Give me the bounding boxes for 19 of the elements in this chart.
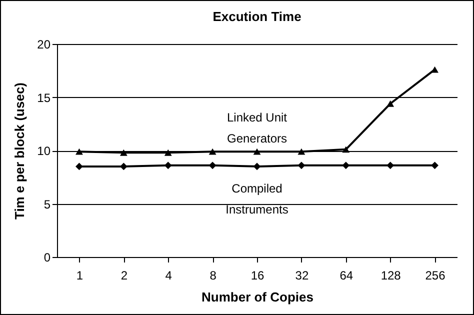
y-tick-label: 20 — [37, 38, 51, 52]
series-label: Compiled Instruments — [226, 181, 288, 216]
x-tick-label: 32 — [295, 268, 309, 282]
series-label: Linked Unit Generators — [226, 110, 288, 146]
x-tick-label: 64 — [340, 268, 354, 282]
x-tick-label: 4 — [165, 268, 172, 282]
y-tick-label: 5 — [44, 197, 51, 212]
x-tick-label: 2 — [120, 268, 128, 282]
chart-title: Excution Time — [212, 9, 302, 24]
x-axis-title: Number of Copies — [202, 290, 314, 304]
x-tick-label: 1 — [76, 268, 84, 282]
y-tick-label: 15 — [37, 90, 51, 105]
x-tick-label: 128 — [380, 268, 402, 282]
y-tick-label: 0 — [44, 250, 51, 264]
x-tick-label: 256 — [425, 268, 446, 282]
y-axis-title: Tim e per block (usec) — [12, 82, 28, 220]
y-tick-label: 10 — [37, 144, 51, 158]
x-tick-label: 16 — [250, 268, 264, 282]
x-tick-label: 8 — [210, 268, 217, 282]
